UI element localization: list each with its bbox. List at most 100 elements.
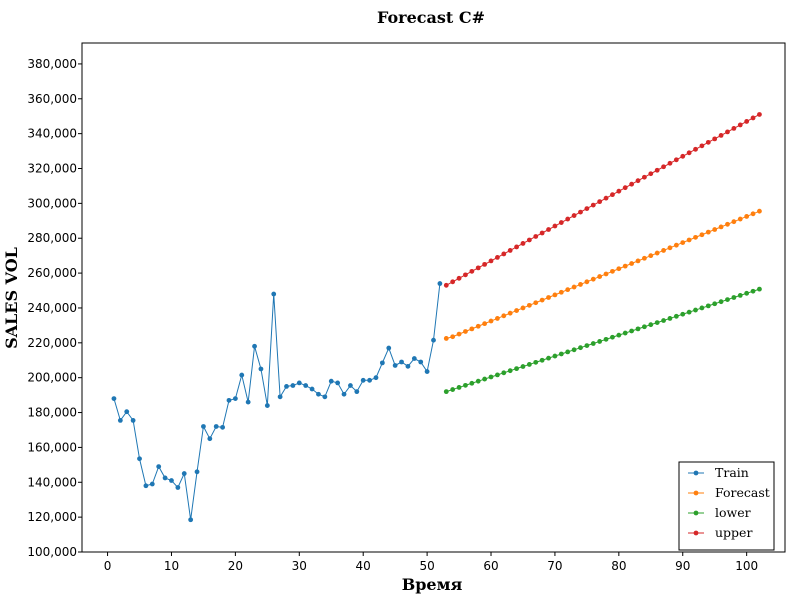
data-point-lower <box>552 353 558 359</box>
data-point-forecast <box>552 292 558 298</box>
data-point-train <box>213 424 219 429</box>
data-point-upper <box>475 265 481 271</box>
data-point-forecast <box>622 263 628 269</box>
data-point-train <box>392 363 398 368</box>
data-point-lower <box>507 368 513 374</box>
series-line-train <box>113 283 441 520</box>
data-point-forecast <box>578 282 583 287</box>
data-point-lower <box>571 347 577 353</box>
data-point-train <box>137 456 142 462</box>
data-point-train <box>328 378 334 384</box>
data-point-upper <box>590 202 596 208</box>
data-point-forecast <box>526 302 532 308</box>
data-point-train <box>156 464 162 469</box>
data-point-train <box>124 409 130 415</box>
data-point-lower <box>558 351 564 357</box>
data-point-upper <box>552 223 558 229</box>
plot-area <box>81 42 786 553</box>
data-point-train <box>354 389 360 395</box>
y-tick-label: 360,000 <box>27 92 77 106</box>
data-point-upper <box>622 185 628 191</box>
x-axis-label: Время <box>402 575 463 594</box>
data-point-upper <box>680 153 686 159</box>
data-point-upper <box>597 199 603 205</box>
data-point-lower <box>578 345 583 351</box>
data-point-forecast <box>495 316 500 321</box>
data-point-lower <box>718 299 724 305</box>
data-point-forecast <box>597 274 603 279</box>
data-point-forecast <box>712 227 718 232</box>
data-point-lower <box>482 376 488 382</box>
data-point-lower <box>648 322 654 328</box>
data-point-forecast <box>533 300 539 306</box>
data-point-lower <box>456 385 462 390</box>
data-point-train <box>252 343 257 349</box>
data-point-lower <box>750 288 756 294</box>
data-point-train <box>290 383 296 388</box>
data-point-forecast <box>571 284 577 290</box>
data-point-forecast <box>718 224 724 230</box>
data-point-upper <box>450 279 456 285</box>
data-point-lower <box>488 374 494 380</box>
data-point-train <box>194 469 200 475</box>
data-point-lower <box>495 372 500 378</box>
data-point-lower <box>443 389 449 395</box>
data-point-forecast <box>757 208 762 214</box>
data-point-train <box>418 359 424 365</box>
data-point-upper <box>558 220 564 225</box>
data-point-lower <box>712 301 718 307</box>
data-point-lower <box>661 318 666 323</box>
x-tick-label: 10 <box>164 559 179 573</box>
y-axis-label: SALES VOL <box>2 247 21 349</box>
data-point-lower <box>475 378 481 384</box>
data-point-lower <box>737 293 743 298</box>
data-point-train <box>335 380 341 386</box>
data-point-forecast <box>450 334 456 340</box>
data-point-upper <box>654 167 660 173</box>
data-point-train <box>232 396 238 401</box>
data-point-forecast <box>475 323 481 329</box>
data-point-forecast <box>463 329 468 334</box>
data-point-train <box>181 471 187 476</box>
data-point-forecast <box>469 326 475 332</box>
data-point-upper <box>718 132 724 138</box>
data-point-forecast <box>590 276 596 282</box>
data-point-forecast <box>648 253 654 259</box>
data-point-train <box>188 517 194 523</box>
legend-item-forecast: Forecast <box>688 485 770 500</box>
data-point-forecast <box>520 305 526 311</box>
data-point-train <box>226 397 232 403</box>
x-tick-label: 100 <box>735 559 758 573</box>
data-point-lower <box>654 320 660 325</box>
data-point-train <box>143 483 149 489</box>
data-point-upper <box>712 136 718 142</box>
y-tick-label: 120,000 <box>27 510 77 524</box>
data-point-forecast <box>456 331 462 337</box>
data-point-upper <box>629 181 635 187</box>
data-point-upper <box>482 261 488 267</box>
series-layer <box>111 112 762 523</box>
data-point-lower <box>526 362 532 367</box>
data-point-train <box>367 377 372 383</box>
data-point-upper <box>584 206 590 212</box>
data-point-train <box>239 372 245 378</box>
data-point-lower <box>642 324 647 330</box>
x-tick-label: 20 <box>228 559 243 573</box>
series-train <box>111 281 443 523</box>
data-point-forecast <box>539 297 545 303</box>
data-point-train <box>175 485 181 490</box>
data-point-train <box>207 436 213 442</box>
data-point-upper <box>443 282 449 288</box>
x-tick-label: 50 <box>419 559 434 573</box>
legend-label: Forecast <box>715 485 770 500</box>
data-point-forecast <box>584 279 590 285</box>
x-tick-label: 40 <box>356 559 371 573</box>
data-point-lower <box>584 343 590 349</box>
data-point-lower <box>667 316 673 321</box>
data-point-lower <box>539 357 545 363</box>
data-point-lower <box>744 290 750 296</box>
data-point-upper <box>610 192 615 198</box>
data-point-lower <box>597 339 603 344</box>
